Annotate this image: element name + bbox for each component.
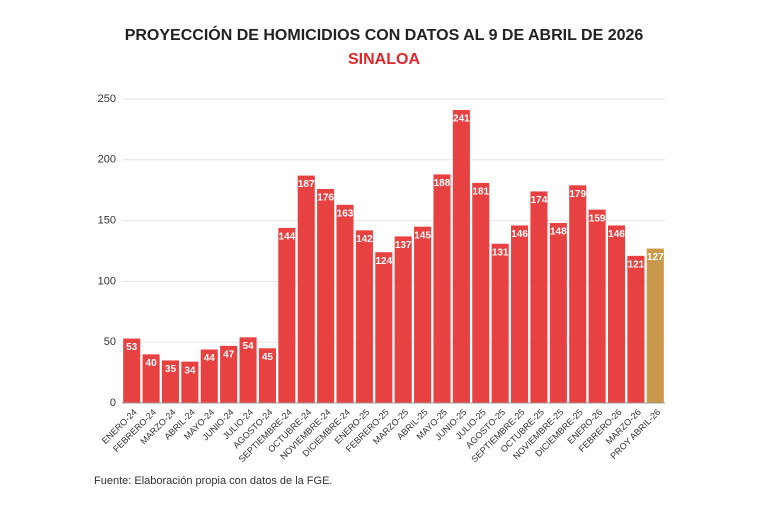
- bar: [200, 349, 218, 403]
- data-label: 54: [242, 341, 254, 352]
- data-label: 146: [608, 229, 625, 240]
- bar: [297, 175, 315, 403]
- data-label: 127: [647, 252, 664, 263]
- data-label: 142: [356, 234, 373, 245]
- data-label: 148: [550, 227, 567, 238]
- data-label: 137: [395, 240, 412, 251]
- bar: [569, 185, 587, 403]
- chart-subtitle: SINALOA: [348, 51, 420, 68]
- data-label: 35: [165, 364, 177, 375]
- bar: [161, 360, 180, 403]
- data-label: 53: [126, 342, 138, 353]
- bar: [336, 204, 354, 403]
- data-label: 44: [204, 353, 216, 364]
- bar: [530, 191, 548, 403]
- data-label: 145: [414, 230, 431, 241]
- y-tick-label: 0: [110, 397, 116, 409]
- y-tick-label: 50: [104, 336, 116, 348]
- data-label: 47: [223, 349, 235, 360]
- bar: [258, 348, 276, 403]
- bar: [123, 338, 141, 403]
- data-label: 131: [492, 247, 509, 258]
- data-label: 40: [146, 358, 158, 369]
- y-tick-label: 250: [98, 93, 116, 105]
- data-label: 174: [531, 195, 548, 206]
- bar: [607, 225, 626, 403]
- bar: [278, 227, 296, 403]
- bar: [220, 345, 238, 403]
- bar: [317, 188, 335, 403]
- data-label: 176: [317, 193, 334, 204]
- bar: [646, 248, 664, 403]
- bar: [627, 255, 645, 403]
- data-label: 241: [453, 114, 470, 125]
- y-tick-label: 150: [98, 215, 116, 227]
- bar: [549, 223, 567, 403]
- data-label: 34: [184, 365, 196, 376]
- data-label: 181: [472, 187, 489, 198]
- bar: [394, 236, 412, 403]
- bar: [433, 174, 451, 403]
- data-label: 159: [589, 213, 606, 224]
- bar: [588, 209, 606, 403]
- data-label: 187: [298, 179, 315, 190]
- data-label: 45: [262, 352, 274, 363]
- chart-title: PROYECCIÓN DE HOMICIDIOS CON DATOS AL 9 …: [125, 25, 644, 44]
- bar: [472, 182, 490, 403]
- y-tick-label: 200: [98, 154, 116, 166]
- bar: [375, 252, 393, 403]
- data-label: 163: [337, 208, 354, 219]
- data-label: 121: [628, 260, 645, 271]
- source-note: Fuente: Elaboración propia con datos de …: [94, 475, 332, 487]
- bar: [355, 230, 373, 403]
- bar: [491, 243, 509, 403]
- bar: [239, 337, 257, 403]
- bar: [142, 354, 160, 403]
- bar: [511, 225, 529, 403]
- data-label: 188: [434, 178, 451, 189]
- bar: [452, 109, 470, 403]
- data-label: 146: [511, 229, 528, 240]
- data-label: 144: [278, 232, 295, 243]
- data-label: 179: [569, 189, 586, 200]
- bar: [181, 361, 199, 403]
- y-tick-label: 100: [98, 275, 116, 287]
- data-label: 124: [375, 256, 392, 267]
- bar: [414, 226, 432, 403]
